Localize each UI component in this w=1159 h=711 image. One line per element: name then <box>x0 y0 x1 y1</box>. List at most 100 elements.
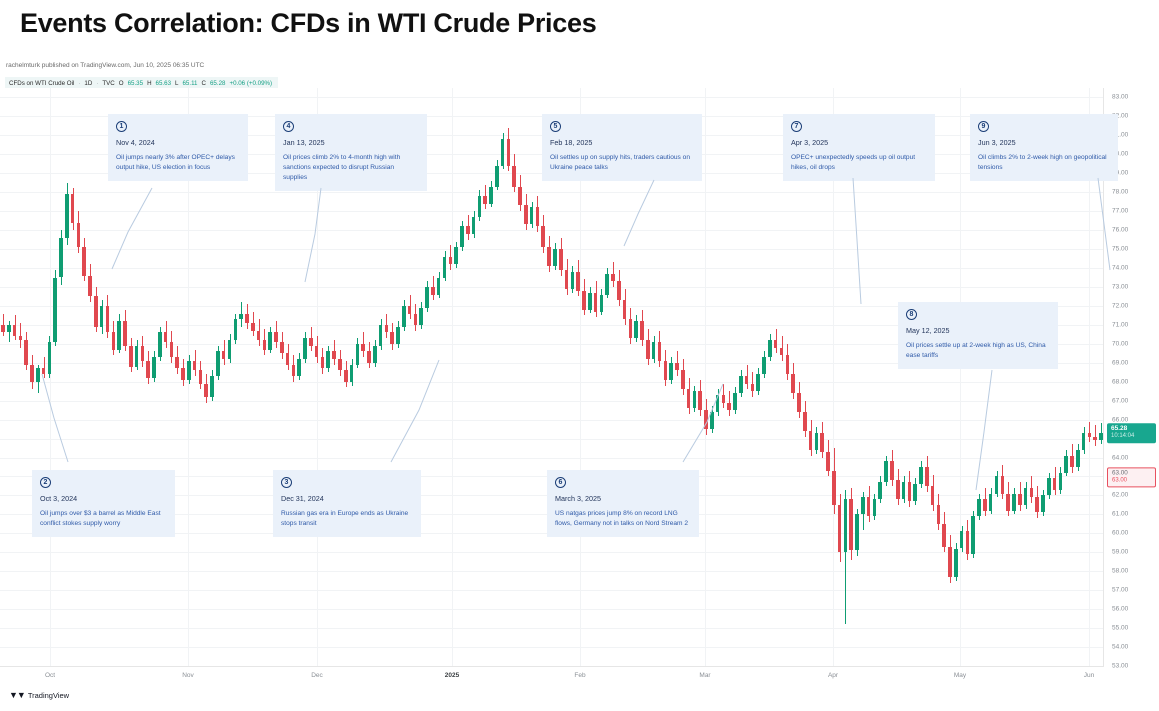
candle-body <box>849 499 854 551</box>
candle-body <box>919 467 923 485</box>
candle-body <box>216 351 220 377</box>
prev-close-badge[interactable]: 63.00 63.00 <box>1107 467 1156 488</box>
annotation-text: Oil settles up on supply hits, traders c… <box>550 154 691 171</box>
candle-body <box>541 226 546 248</box>
price-tick-label: 58.00 <box>1112 567 1129 575</box>
candle-body <box>355 343 360 365</box>
price-tick-label: 53.00 <box>1112 662 1129 670</box>
candle-body <box>832 470 836 505</box>
gridline-horizontal <box>0 438 1103 440</box>
candle-body <box>407 305 412 314</box>
gridline-horizontal <box>0 457 1103 459</box>
candle-body <box>733 393 737 411</box>
annotation-callout-2[interactable]: 2 Oct 3, 2024 Oil jumps over $3 a barrel a… <box>32 470 175 537</box>
candle-body <box>1076 449 1080 467</box>
candle-body <box>378 324 383 346</box>
gridline-vertical <box>580 88 581 666</box>
gridline-horizontal <box>0 381 1103 383</box>
time-axis[interactable]: Oct Nov Dec 2025 Feb Mar Apr May Jun <box>0 666 1104 688</box>
candle-body <box>855 514 859 551</box>
candle-body <box>1012 493 1016 511</box>
legend-low-value: 65.11 <box>182 79 198 87</box>
candle-body <box>959 531 964 549</box>
annotation-date: Oct 3, 2024 <box>40 494 78 503</box>
annotation-text: Russian gas era in Europe ends as Ukrain… <box>281 510 409 527</box>
candle-body <box>756 374 761 392</box>
annotation-callout-1[interactable]: 1 Nov 4, 2024 Oil jumps nearly 3% after OP… <box>108 114 248 181</box>
annotation-callout-3[interactable]: 3 Dec 31, 2024 Russian gas era in Europe e… <box>273 470 421 537</box>
last-price-badge[interactable]: 65.28 10:14:04 <box>1107 423 1156 444</box>
annotation-callout-7[interactable]: 7 Apr 3, 2025 OPEC+ unexpectedly speeds up… <box>783 114 935 181</box>
annotation-date: Nov 4, 2024 <box>116 138 155 147</box>
candle-body <box>41 368 46 375</box>
time-tick-label: Apr <box>827 672 839 679</box>
candle-body <box>965 531 970 555</box>
candle-body <box>105 305 110 333</box>
candle-body <box>930 485 935 505</box>
annotation-callout-5[interactable]: 5 Feb 18, 2025 Oil settles up on supply hi… <box>542 114 702 181</box>
candle-body <box>210 376 214 397</box>
candle-body <box>994 476 999 494</box>
candle-body <box>884 461 888 483</box>
candle-body <box>436 277 441 295</box>
time-tick-label: 2025 <box>444 672 460 679</box>
candle-body <box>175 357 179 369</box>
annotation-callout-4[interactable]: 4 Jan 13, 2025 Oil prices climb 2% to 4-mo… <box>275 114 427 191</box>
annotation-callout-8[interactable]: 8 May 12, 2025 Oil prices settle up at 2-w… <box>898 302 1058 369</box>
candle-body <box>245 313 249 323</box>
candle-body <box>30 364 34 382</box>
candle-body <box>227 340 232 359</box>
price-tick-label: 66.00 <box>1112 416 1129 424</box>
candle-body <box>494 165 499 187</box>
gridline-vertical <box>50 88 51 666</box>
price-tick-label: 78.00 <box>1112 188 1129 196</box>
gridline-horizontal <box>0 211 1103 213</box>
gridline-horizontal <box>0 249 1103 251</box>
last-price-badge-value: 65.28 <box>1111 425 1128 433</box>
candle-body <box>53 277 57 342</box>
annotation-number-badge: 5 <box>550 121 561 132</box>
candle-body <box>593 292 598 312</box>
annotation-text: Oil climbs 2% to 2-week high on geopolit… <box>978 154 1107 171</box>
publisher-byline: rachelmturk published on TradingView.com… <box>6 62 205 69</box>
candle-body <box>843 499 848 553</box>
gridline-horizontal <box>0 552 1103 554</box>
annotation-number-badge: 6 <box>555 477 566 488</box>
candle-body <box>187 360 191 380</box>
annotation-number-badge: 1 <box>116 121 127 132</box>
gridline-horizontal <box>0 286 1103 288</box>
candle-body <box>320 357 325 369</box>
price-tick-label: 62.00 <box>1112 491 1129 499</box>
candle-body <box>553 249 557 267</box>
gridline-horizontal <box>0 305 1103 307</box>
candle-body <box>913 484 917 502</box>
legend-high-value: 65.63 <box>155 79 172 87</box>
candle-body <box>617 281 621 301</box>
price-tick-label: 56.00 <box>1112 605 1129 613</box>
time-tick-label: May <box>953 672 967 679</box>
candle-body <box>1041 495 1045 513</box>
gridline-horizontal <box>0 590 1103 592</box>
annotation-callout-9[interactable]: 9 Jun 3, 2025 Oil climbs 2% to 2-week high… <box>970 114 1118 181</box>
annotation-number-badge: 9 <box>978 121 989 132</box>
candle-wick <box>1095 425 1096 447</box>
annotation-number-badge: 4 <box>283 121 294 132</box>
candle-body <box>1017 493 1022 505</box>
gridline-horizontal <box>0 400 1103 402</box>
price-tick-label: 61.00 <box>1112 510 1129 518</box>
candle-body <box>1093 436 1098 441</box>
candle-body <box>605 273 609 295</box>
candle-body <box>419 307 424 325</box>
chart-legend[interactable]: CFDs on WTI Crude Oil · 1D · TVC O 65.35… <box>5 77 279 89</box>
legend-open-value: 65.35 <box>127 79 144 87</box>
candle-body <box>785 355 790 375</box>
candle-body <box>942 523 946 547</box>
candle-wick <box>1089 421 1090 443</box>
candle-body <box>564 269 569 289</box>
annotation-callout-6[interactable]: 6 March 3, 2025 US natgas prices jump 8% o… <box>547 470 699 537</box>
candle-body <box>1006 493 1010 511</box>
candle-body <box>1052 478 1057 490</box>
price-axis[interactable]: 83.00 82.00 81.00 80.00 79.00 78.00 77.00 76.00… <box>1104 88 1159 670</box>
candle-body <box>146 360 150 378</box>
candle-body <box>506 139 511 166</box>
